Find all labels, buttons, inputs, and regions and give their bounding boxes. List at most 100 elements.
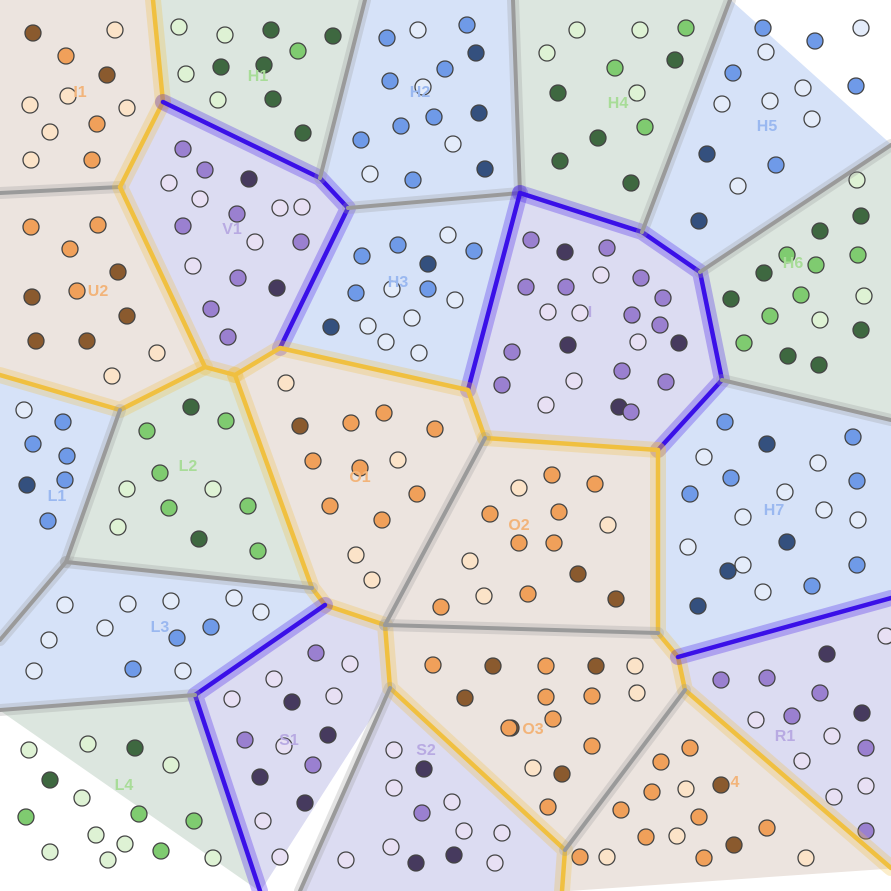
point-h6: [722, 290, 740, 308]
region-label-o3: O3: [522, 721, 543, 738]
point-h2: [392, 117, 410, 135]
point-o3: [524, 759, 542, 777]
point-4: [797, 849, 815, 867]
point-h6: [761, 307, 779, 325]
point-o2: [569, 565, 587, 583]
point-o2: [543, 466, 561, 484]
point-v1: [196, 161, 214, 179]
point-i1: [21, 96, 39, 114]
boundary-gold: [232, 345, 488, 441]
point-i: [622, 403, 640, 421]
point-l3: [25, 662, 43, 680]
point-o1: [347, 546, 365, 564]
point-l4: [204, 849, 222, 867]
point-o1: [375, 404, 393, 422]
point-s1: [265, 670, 283, 688]
boundary-gray: [346, 191, 522, 210]
point-i: [539, 303, 557, 321]
point-v1: [174, 140, 192, 158]
point-h2: [361, 165, 379, 183]
point-l4: [130, 805, 148, 823]
point-h2: [378, 29, 396, 47]
point-u2: [118, 307, 136, 325]
point-r1: [857, 822, 875, 840]
point-i1: [98, 66, 116, 84]
boundary-blue: [675, 595, 891, 660]
point-s2: [407, 854, 425, 872]
point-h5: [713, 95, 731, 113]
point-4: [652, 753, 670, 771]
point-i: [632, 269, 650, 287]
point-l3: [168, 629, 186, 647]
point-l4: [162, 756, 180, 774]
point-l4: [185, 812, 203, 830]
point-h5: [698, 145, 716, 163]
point-v1: [202, 300, 220, 318]
point-i: [657, 373, 675, 391]
point-i: [592, 266, 610, 284]
point-h3: [403, 309, 421, 327]
boundary-gray: [563, 688, 687, 852]
point-l3: [225, 589, 243, 607]
point-h3: [383, 280, 401, 298]
point-h2: [467, 44, 485, 62]
point-h5: [794, 79, 812, 97]
point-i1: [22, 151, 40, 169]
point-o2: [461, 552, 479, 570]
point-h3: [419, 255, 437, 273]
point-4: [571, 848, 589, 866]
point-v1: [184, 257, 202, 275]
point-o2: [510, 534, 528, 552]
point-o2: [586, 475, 604, 493]
point-r1: [758, 669, 776, 687]
point-u2: [61, 240, 79, 258]
point-i: [654, 289, 672, 307]
point-h4: [631, 21, 649, 39]
point-h7: [689, 597, 707, 615]
point-h3: [439, 226, 457, 244]
point-l1: [54, 413, 72, 431]
point-v1: [174, 217, 192, 235]
point-l4: [99, 851, 117, 869]
point-h1: [289, 42, 307, 60]
point-h2: [352, 131, 370, 149]
point-r1: [811, 684, 829, 702]
point-i1: [118, 99, 136, 117]
point-h1: [212, 58, 230, 76]
point-o3: [587, 657, 605, 675]
point-o3: [456, 689, 474, 707]
point-h7: [849, 511, 867, 529]
point-l1: [58, 447, 76, 465]
point-i1: [57, 47, 75, 65]
point-l2: [217, 412, 235, 430]
boundary-gray: [298, 686, 392, 891]
point-l2: [109, 518, 127, 536]
point-h3: [446, 291, 464, 309]
point-4: [758, 819, 776, 837]
point-4: [690, 808, 708, 826]
point-v1: [229, 269, 247, 287]
region-label-h4: H4: [608, 95, 629, 112]
point-h7: [815, 501, 833, 519]
point-h7: [758, 435, 776, 453]
point-h6: [811, 222, 829, 240]
point-i1: [88, 115, 106, 133]
point-s2: [337, 851, 355, 869]
point-r1: [857, 739, 875, 757]
point-s1: [223, 690, 241, 708]
point-h4: [628, 84, 646, 102]
point-l3: [124, 660, 142, 678]
point-h7: [679, 538, 697, 556]
point-o3: [628, 684, 646, 702]
point-i: [670, 334, 688, 352]
point-o3: [583, 687, 601, 705]
point-v1: [160, 174, 178, 192]
point-h6: [852, 321, 870, 339]
point-o3: [539, 798, 557, 816]
point-l4: [41, 771, 59, 789]
point-l2: [190, 530, 208, 548]
boundary-gray: [383, 436, 487, 627]
point-h1: [209, 91, 227, 109]
point-l4: [41, 843, 59, 861]
point-i: [559, 336, 577, 354]
